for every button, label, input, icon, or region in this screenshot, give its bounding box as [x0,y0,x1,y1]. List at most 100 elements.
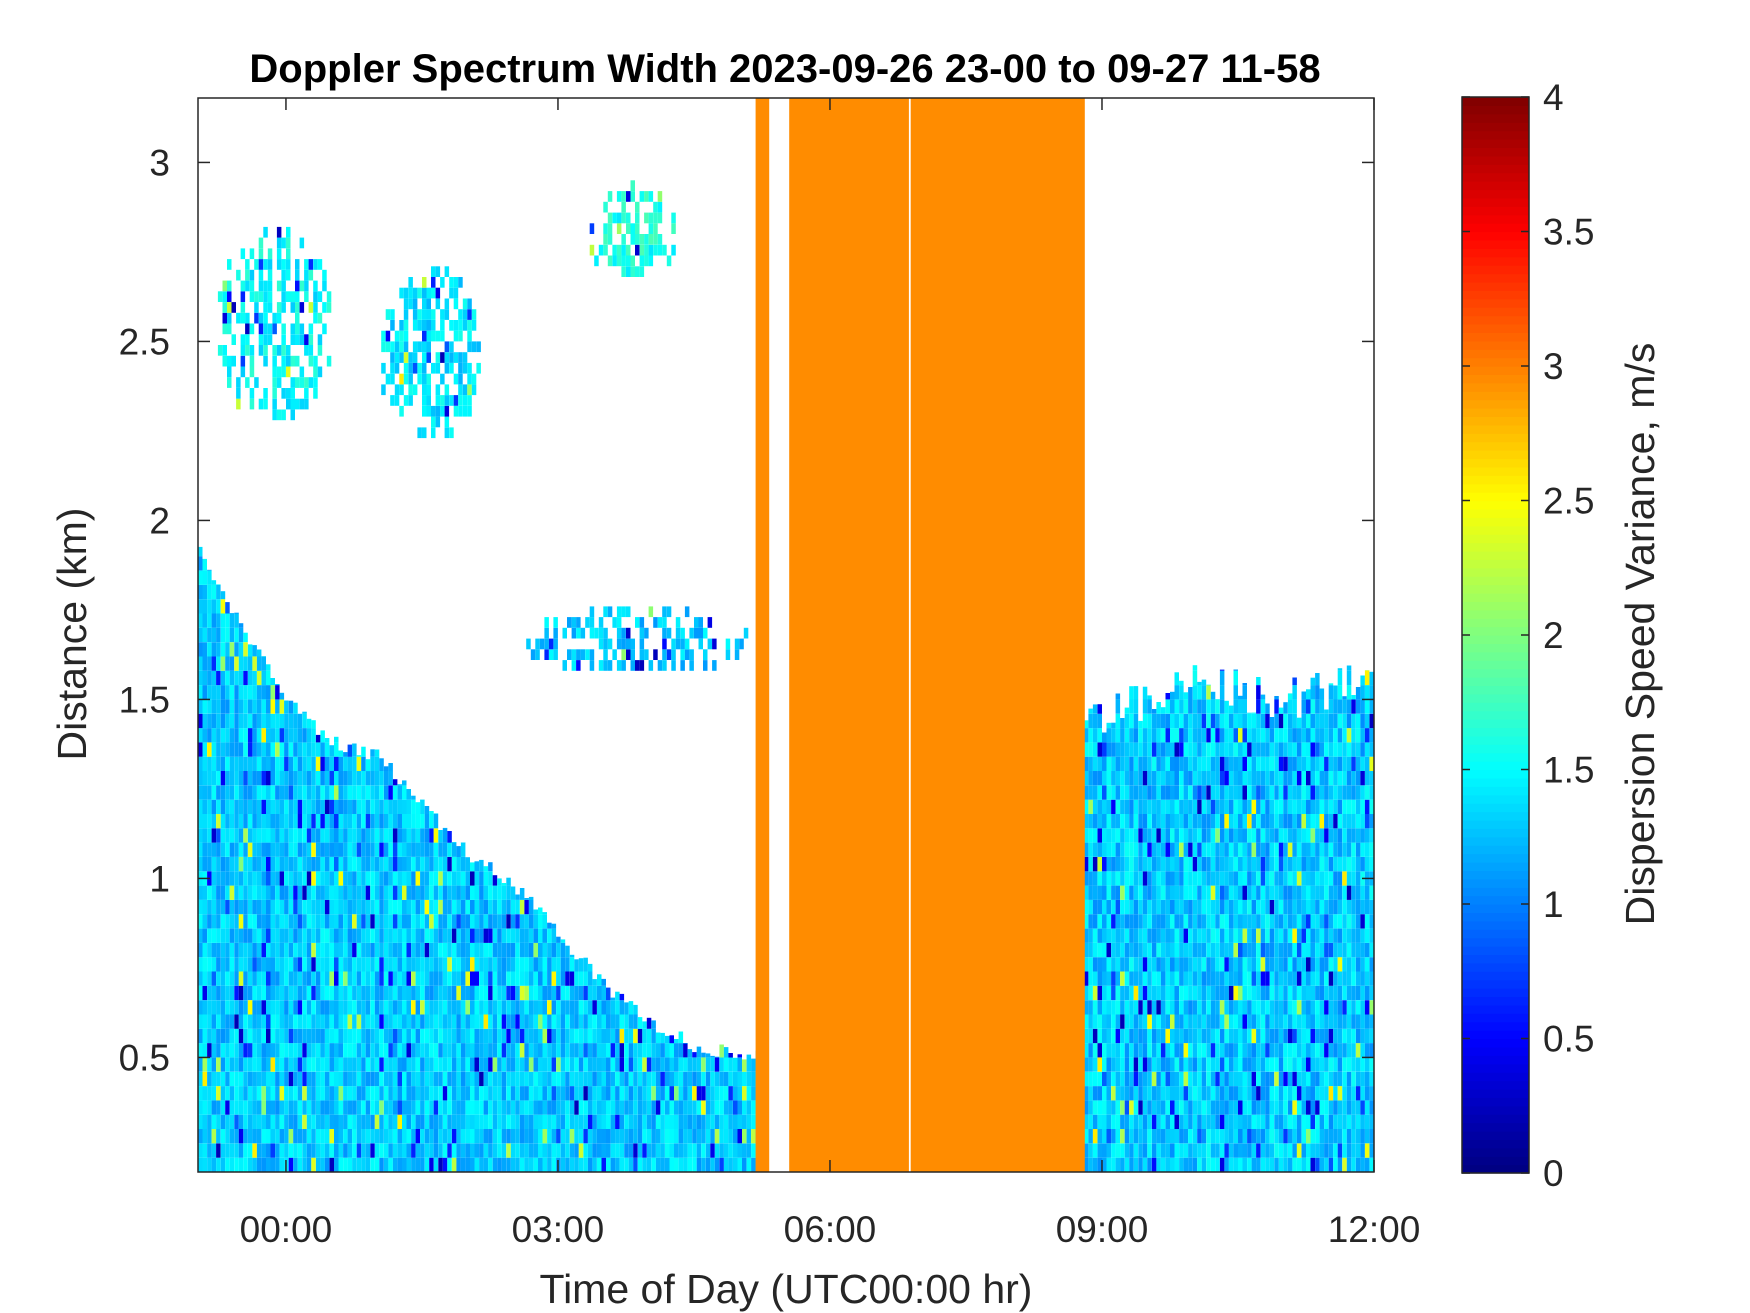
heatmap-cell [329,1114,334,1129]
heatmap-cell [1183,942,1189,958]
heatmap-cell [460,914,466,929]
heatmap-cell [229,1114,235,1129]
heatmap-cell [479,1028,484,1044]
heatmap-cell [334,1071,339,1087]
heatmap-cell [225,785,230,800]
heatmap-cell [1179,1057,1184,1072]
heatmap-cell [306,899,312,915]
heatmap-cell [1369,971,1374,986]
heatmap-cell [365,814,371,829]
heatmap-cell [751,1143,756,1158]
heatmap-cell [356,771,362,786]
heatmap-cell [420,871,425,886]
heatmap-cell [565,1043,570,1058]
heatmap-cell [488,1000,493,1015]
heatmap-cell [1238,799,1243,814]
heatmap-cell [1351,1028,1356,1044]
heatmap-cell [1315,1143,1320,1158]
heatmap-cell [266,914,271,929]
heatmap-cell [225,828,230,843]
heatmap-cell [1355,728,1361,743]
heatmap-cell [275,985,280,1001]
heatmap-cell [1124,1043,1130,1058]
heatmap-cell [447,957,452,972]
heatmap-cell [633,1014,638,1029]
heatmap-cell [1292,1086,1297,1101]
heatmap-cell [324,1129,330,1144]
heatmap-cell [528,1086,534,1101]
heatmap-cell [460,1114,466,1129]
heatmap-cell [256,1071,262,1087]
heatmap-cell [1192,685,1198,700]
heatmap-cell [1228,1028,1234,1044]
heatmap-cell [1265,828,1270,843]
heatmap-cell [1247,985,1252,1001]
heatmap-cell [451,1000,457,1015]
heatmap-cell [1324,1086,1329,1101]
heatmap-cell [1215,713,1220,729]
heatmap-cell [1192,1028,1198,1044]
heatmap-cell [315,828,321,843]
heatmap-cell [1238,1028,1243,1044]
heatmap-cell [601,1000,606,1015]
heatmap-cell [293,828,298,843]
heatmap-cell [460,971,466,986]
heatmap-cell [211,842,217,857]
heatmap-cell [1265,1143,1270,1158]
heatmap-cell [1201,899,1207,915]
heatmap-cell [252,1057,257,1072]
heatmap-cell [678,1071,684,1087]
heatmap-cell [438,1157,443,1172]
heatmap-cell [211,642,217,657]
heatmap-cell [1215,785,1220,800]
heatmap-cell [1170,1114,1175,1129]
heatmap-cell [1306,942,1311,958]
heatmap-cell [470,871,475,886]
heatmap-cell [542,1043,547,1058]
heatmap-cell [288,1043,294,1058]
heatmap-cell [1147,1086,1152,1101]
heatmap-cell [687,1049,693,1058]
heatmap-cell [288,756,294,771]
heatmap-cell [696,1086,702,1101]
heatmap-cell [1328,1100,1334,1115]
heatmap-cell [742,1086,747,1101]
heatmap-cell [238,656,244,671]
heatmap-cell [488,1143,493,1158]
heatmap-cell [227,366,232,378]
heatmap-cell [334,842,339,857]
heatmap-cell [1333,1114,1338,1129]
heatmap-cell [1115,742,1121,757]
heatmap-cell [1106,885,1111,900]
heatmap-cell [1165,1000,1170,1015]
heatmap-cell [365,928,371,943]
heatmap-cell [470,885,475,900]
heatmap-cell [252,899,257,915]
heatmap-cell [198,1129,203,1144]
heatmap-cell [293,771,298,786]
heatmap-cell [217,345,223,356]
heatmap-cell [334,899,339,915]
heatmap-cells [198,180,1374,1172]
heatmap-cell [365,857,371,872]
heatmap-cell [615,1071,620,1087]
heatmap-cell [1197,828,1202,843]
heatmap-cell [252,1014,257,1029]
heatmap-cell [266,842,271,857]
heatmap-cell [1287,985,1293,1001]
heatmap-cell [1083,1100,1089,1115]
heatmap-cell [1111,899,1116,915]
heatmap-cell [288,713,294,729]
heatmap-cell [293,1071,298,1087]
heatmap-cell [674,1057,679,1072]
heatmap-cell [528,899,534,915]
heatmap-cell [1333,942,1338,958]
heatmap-cell [578,1157,584,1172]
heatmap-cell [628,1129,634,1144]
heatmap-cell [1115,899,1121,915]
heatmap-cell [574,1057,579,1072]
heatmap-cell [1292,756,1297,771]
heatmap-cell [683,1114,688,1129]
heatmap-cell [1133,1014,1139,1029]
heatmap-cell [733,1057,738,1072]
